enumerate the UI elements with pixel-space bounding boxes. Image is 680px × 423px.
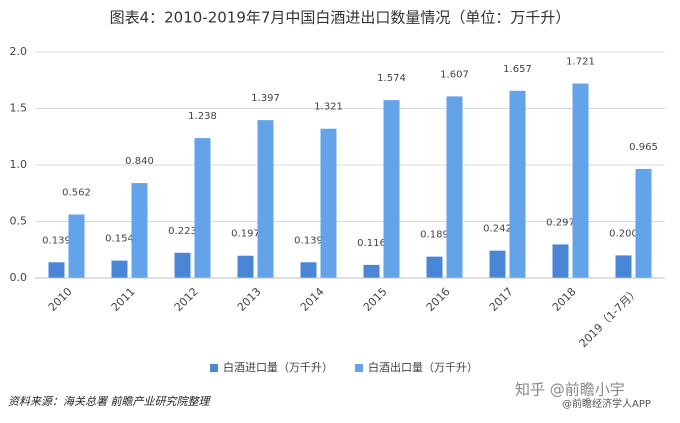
- legend-swatch: [210, 364, 218, 372]
- bar: [363, 264, 380, 278]
- value-label: 0.139: [294, 235, 323, 246]
- bar: [615, 255, 632, 278]
- value-label: 0.297: [546, 217, 575, 228]
- value-label: 0.197: [231, 229, 260, 240]
- bar: [489, 250, 506, 278]
- bar: [174, 252, 191, 278]
- y-tick-label: 0.5: [10, 215, 28, 228]
- watermark: @前瞻经济学人APP: [562, 397, 651, 410]
- bar: [446, 96, 463, 278]
- legend-swatch: [355, 364, 363, 372]
- chart-title: 图表4：2010-2019年7月中国白酒进出口数量情况（单位：万千升）: [110, 9, 571, 27]
- bar: [257, 120, 274, 278]
- legend-label: 白酒进口量（万千升）: [223, 360, 333, 374]
- value-label: 0.223: [168, 226, 197, 237]
- value-label: 0.116: [357, 238, 386, 249]
- bar: [131, 183, 148, 278]
- value-label: 1.607: [440, 69, 469, 80]
- value-label: 1.321: [314, 102, 343, 113]
- legend-label: 白酒出口量（万千升）: [368, 360, 478, 374]
- y-tick-label: 1.5: [10, 102, 28, 115]
- value-label: 0.200: [609, 228, 638, 239]
- bar: [320, 128, 337, 278]
- value-label: 0.840: [125, 156, 154, 167]
- value-label: 0.242: [483, 224, 512, 235]
- y-tick-label: 0.0: [10, 271, 28, 284]
- bar: [68, 214, 85, 278]
- bar: [300, 262, 317, 278]
- bar: [111, 260, 128, 278]
- value-label: 0.154: [105, 234, 134, 245]
- value-label: 0.965: [629, 142, 658, 153]
- value-label: 0.562: [62, 187, 91, 198]
- bar: [48, 262, 65, 278]
- y-tick-label: 2.0: [10, 45, 28, 58]
- value-label: 1.721: [566, 57, 595, 68]
- bar: [509, 90, 526, 278]
- watermark: 知乎 @前瞻小宇: [515, 381, 625, 399]
- bar: [383, 100, 400, 278]
- bar: [552, 244, 569, 278]
- source: 资料来源：海关总署 前瞻产业研究院整理: [8, 395, 211, 408]
- bar: [194, 138, 211, 278]
- value-label: 1.574: [377, 73, 406, 84]
- bar: [237, 255, 254, 278]
- value-label: 1.657: [503, 64, 532, 75]
- value-label: 1.238: [188, 111, 217, 122]
- value-label: 0.189: [420, 230, 449, 241]
- value-label: 0.139: [42, 235, 71, 246]
- bar: [635, 168, 652, 278]
- bar: [426, 256, 443, 278]
- y-tick-label: 1.0: [10, 158, 28, 171]
- value-label: 1.397: [251, 93, 280, 104]
- bar: [572, 83, 589, 278]
